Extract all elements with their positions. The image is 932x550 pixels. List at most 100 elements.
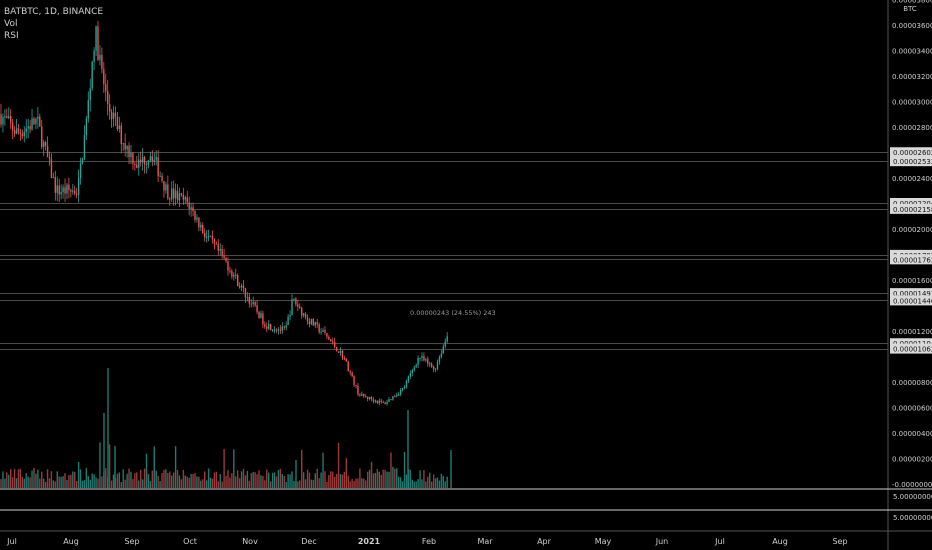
volume-bar: [8, 474, 10, 488]
candle-body: [58, 185, 60, 195]
volume-bar: [120, 481, 122, 488]
candle-body: [64, 187, 66, 194]
candle-body: [273, 329, 276, 331]
volume-bar: [190, 474, 192, 488]
candle-body: [176, 190, 179, 201]
candle-body: [13, 130, 16, 134]
candle-body: [341, 351, 344, 359]
volume-bar: [157, 475, 159, 488]
volume-bar: [368, 469, 371, 488]
volume-bar: [343, 471, 346, 488]
volume-bar: [81, 480, 84, 488]
volume-bar: [13, 468, 16, 488]
candle-body: [126, 145, 128, 150]
volume-bar: [97, 478, 99, 488]
volume-bar: [444, 481, 446, 488]
volume-legend: Vol: [4, 19, 18, 29]
candle-body: [446, 336, 448, 342]
volume-bar: [103, 413, 105, 488]
volume-bar: [328, 475, 330, 488]
y-axis-tick-label: 0.00002800: [892, 124, 932, 132]
volume-bar: [6, 472, 8, 488]
volume-bar: [450, 450, 452, 488]
volume-bar: [365, 480, 367, 488]
volume-bar: [41, 471, 43, 488]
candle-body: [147, 160, 150, 164]
volume-bar: [314, 473, 316, 488]
candle-body: [56, 185, 58, 193]
candle-body: [44, 142, 47, 146]
candle-body: [6, 116, 8, 118]
candle-body: [10, 116, 12, 123]
volume-bar: [359, 468, 361, 488]
candle-body: [215, 243, 218, 245]
candle-body: [301, 308, 303, 316]
candle-body: [264, 324, 266, 327]
volume-bar: [169, 471, 171, 488]
volume-bar: [132, 478, 134, 488]
volume-bar: [363, 478, 365, 488]
volume-bar: [301, 449, 303, 488]
price-level-tag: [890, 338, 932, 349]
candle-body: [328, 336, 330, 340]
candle-body: [155, 157, 157, 160]
candle-body: [242, 285, 245, 289]
volume-bar: [151, 470, 154, 488]
volume-bar: [409, 469, 412, 488]
volume-bar: [17, 469, 20, 488]
candle-body: [374, 400, 377, 402]
candle-body: [227, 261, 229, 271]
price-level-tag-label: 0.00001440: [893, 297, 932, 305]
candle-body: [21, 133, 24, 137]
volume-bar: [209, 477, 212, 488]
x-axis-label: Feb: [422, 537, 436, 546]
volume-bar: [401, 481, 404, 488]
candle-body: [297, 304, 299, 307]
y-axis-tick-label: 0.00003600: [892, 22, 932, 30]
volume-bar: [279, 468, 282, 488]
volume-bar: [217, 481, 219, 488]
candle-body: [95, 26, 97, 51]
volume-bar: [155, 470, 157, 488]
candle-body: [132, 152, 134, 164]
volume-bar: [126, 473, 128, 488]
candle-body: [370, 397, 373, 400]
volume-bar: [266, 469, 268, 488]
candle-body: [339, 351, 342, 353]
volume-bar: [238, 478, 241, 488]
volume-bar: [27, 476, 29, 488]
candle-body: [396, 394, 398, 397]
volume-bar: [184, 475, 186, 488]
candle-body: [2, 116, 4, 125]
volume-bar: [366, 471, 369, 488]
candle-body: [388, 399, 390, 402]
volume-bars: [0, 368, 452, 488]
price-level-tag-label: 0.00002532: [893, 158, 932, 166]
volume-bar: [293, 480, 295, 488]
candle-body: [77, 178, 80, 195]
volume-bar: [275, 476, 278, 488]
candle-body: [417, 358, 419, 366]
candle-body: [37, 116, 39, 119]
volume-bar: [101, 476, 103, 488]
candle-body: [398, 394, 400, 396]
volume-bar: [48, 478, 51, 488]
candle-body: [421, 356, 423, 358]
volume-bar: [351, 479, 353, 488]
candle-body: [244, 288, 247, 298]
candle-body: [405, 380, 408, 388]
candle-body: [31, 118, 33, 130]
volume-bar: [178, 475, 181, 488]
candle-body: [11, 122, 14, 131]
candle-body: [310, 318, 313, 325]
candle-body: [306, 317, 309, 322]
candle-body: [231, 270, 233, 277]
volume-bar: [70, 474, 72, 488]
candle-body: [33, 118, 35, 125]
candle-body: [134, 163, 136, 165]
volume-bar: [72, 471, 74, 488]
volume-bar: [21, 476, 24, 488]
volume-bar: [198, 476, 200, 488]
volume-bar: [337, 442, 340, 488]
